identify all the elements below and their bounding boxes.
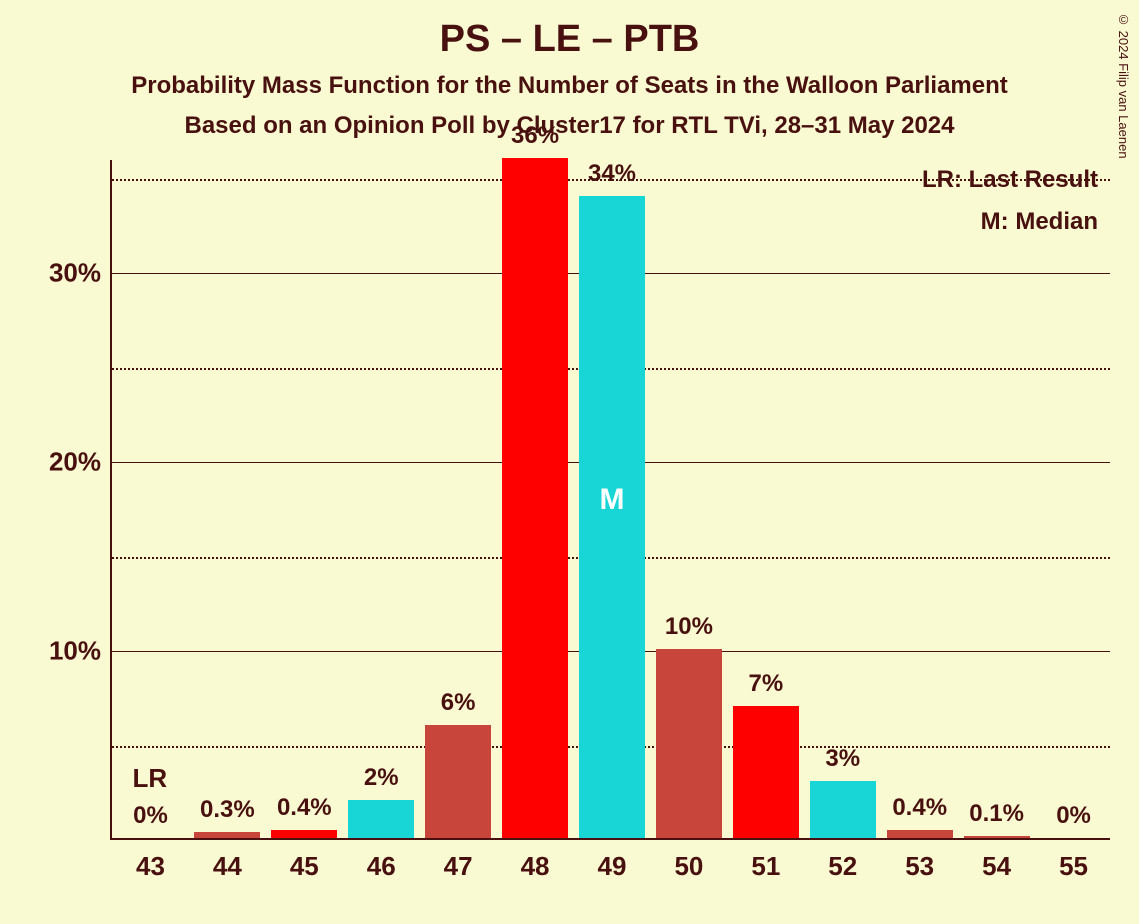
x-axis-tick-label: 46 — [367, 851, 396, 882]
x-axis-tick-label: 48 — [521, 851, 550, 882]
bar — [502, 158, 568, 838]
x-axis-tick-label: 45 — [290, 851, 319, 882]
bar — [579, 196, 645, 838]
y-axis-tick-label: 10% — [49, 636, 101, 667]
bar-value-label: 36% — [511, 122, 559, 150]
bar-value-label: 0.4% — [892, 794, 947, 822]
copyright-text: © 2024 Filip van Laenen — [1116, 12, 1131, 159]
bar — [425, 725, 491, 838]
x-axis-tick-label: 53 — [905, 851, 934, 882]
bar — [733, 706, 799, 838]
bar-value-label: 0% — [133, 802, 168, 830]
bar-value-label: 0% — [1056, 802, 1091, 830]
plot-area: LR: Last Result M: Median 430%440.3%450.… — [110, 160, 1110, 840]
bar-value-label: 2% — [364, 764, 399, 792]
x-axis-tick-label: 50 — [674, 851, 703, 882]
bar-value-label: 3% — [825, 745, 860, 773]
x-axis-tick-label: 43 — [136, 851, 165, 882]
bar — [656, 649, 722, 838]
x-axis-tick-label: 52 — [828, 851, 857, 882]
x-axis-tick-label: 55 — [1059, 851, 1088, 882]
x-axis-tick-label: 44 — [213, 851, 242, 882]
x-axis-tick-label: 47 — [444, 851, 473, 882]
legend-median: M: Median — [981, 208, 1098, 236]
bar — [887, 830, 953, 838]
chart-subtitle-1: Probability Mass Function for the Number… — [0, 72, 1139, 100]
chart-subtitle-2: Based on an Opinion Poll by Cluster17 fo… — [0, 112, 1139, 140]
y-axis-tick-label: 20% — [49, 447, 101, 478]
x-axis-tick-label: 54 — [982, 851, 1011, 882]
bar-value-label: 6% — [441, 689, 476, 717]
bar — [271, 830, 337, 838]
bar-value-label: 10% — [665, 613, 713, 641]
bar — [348, 800, 414, 838]
chart-title: PS – LE – PTB — [0, 18, 1139, 61]
bar-value-label: 34% — [588, 160, 636, 188]
bar-value-label: 0.1% — [969, 800, 1024, 828]
bar — [810, 781, 876, 838]
last-result-marker: LR — [132, 763, 167, 794]
median-marker: M — [600, 483, 625, 517]
bar — [194, 832, 260, 838]
y-axis-tick-label: 30% — [49, 258, 101, 289]
x-axis-tick-label: 51 — [751, 851, 780, 882]
bar-value-label: 7% — [749, 670, 784, 698]
bar — [964, 836, 1030, 838]
bar-value-label: 0.3% — [200, 796, 255, 824]
x-axis-tick-label: 49 — [598, 851, 627, 882]
bar-value-label: 0.4% — [277, 794, 332, 822]
pmf-chart: PS – LE – PTB Probability Mass Function … — [0, 0, 1139, 924]
